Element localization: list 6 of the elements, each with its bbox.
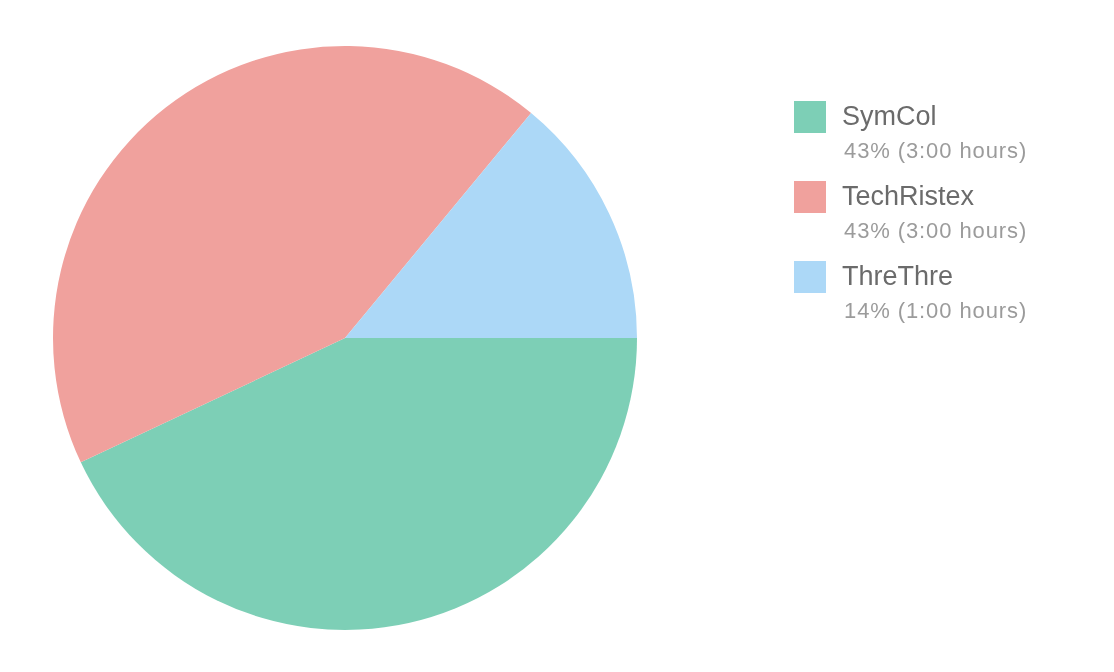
legend-label: TechRistex (842, 180, 975, 213)
legend-label: ThreThre (842, 260, 954, 293)
data-label: 43% (3:00 hours) (844, 218, 1028, 244)
data-label: 14% (1:00 hours) (844, 298, 1028, 324)
legend-label: SymCol (842, 100, 937, 133)
data-label: 43% (3:00 hours) (844, 138, 1028, 164)
